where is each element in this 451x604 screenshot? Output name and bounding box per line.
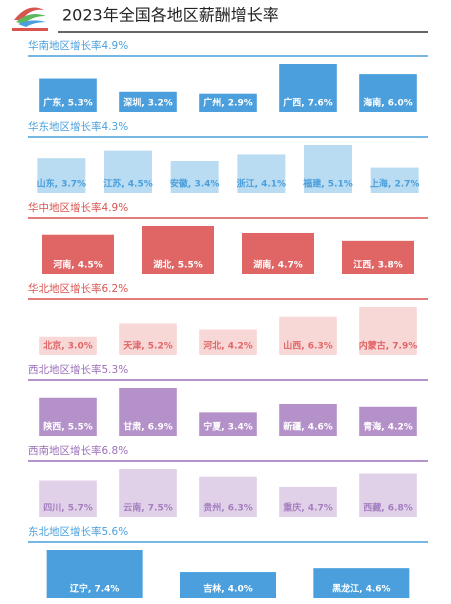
bar-label: 北京, 3.0%	[43, 340, 93, 352]
bar-label: 江苏, 4.5%	[103, 178, 153, 190]
bar	[342, 240, 414, 274]
bar	[142, 226, 214, 274]
bar-label: 福建, 5.1%	[302, 178, 353, 190]
bar	[42, 234, 114, 274]
panel-title: 西南地区增长率6.8%	[28, 444, 128, 457]
bar-label: 山东, 3.7%	[37, 178, 87, 190]
bar-label: 天津, 5.2%	[123, 340, 173, 352]
panel-title: 西北地区增长率5.3%	[28, 363, 128, 376]
bar-label: 甘肃, 6.9%	[123, 421, 173, 433]
bar	[359, 74, 417, 112]
bar	[304, 145, 352, 193]
bar-label: 安徽, 3.4%	[170, 178, 220, 190]
bar-label: 山西, 6.3%	[283, 340, 333, 352]
panel-title: 华中地区增长率4.9%	[28, 201, 128, 214]
bar-label: 贵州, 6.3%	[203, 502, 253, 514]
bar-label: 河北, 4.2%	[203, 340, 253, 352]
bar-label: 湖北, 5.5%	[153, 259, 203, 271]
bar	[46, 550, 143, 598]
bar	[279, 486, 337, 517]
panel-title: 华北地区增长率6.2%	[28, 282, 128, 295]
bar	[37, 158, 86, 193]
bar	[39, 397, 97, 436]
bar-label: 新疆, 4.6%	[283, 421, 333, 433]
bar-label: 广州, 2.9%	[203, 97, 253, 109]
bar-label: 辽宁, 7.4%	[70, 583, 120, 595]
bar-label: 黑龙江, 4.6%	[332, 583, 391, 595]
bar	[359, 406, 417, 436]
bar-label: 宁夏, 3.4%	[203, 421, 253, 433]
bar	[279, 316, 337, 355]
bar-label: 浙江, 4.1%	[237, 178, 287, 190]
bar	[370, 167, 419, 193]
bar-label: 四川, 5.7%	[43, 503, 93, 514]
bar-label: 吉林, 4.0%	[203, 583, 253, 595]
bar	[119, 388, 177, 436]
bar	[180, 572, 276, 598]
bar	[199, 93, 257, 112]
page-title: 2023年全国各地区薪酬增长率	[62, 6, 279, 25]
bar	[119, 91, 177, 112]
bar-label: 重庆, 4.7%	[283, 502, 333, 514]
bar	[199, 329, 257, 355]
bar	[359, 473, 417, 517]
bar-label: 湖南, 4.7%	[253, 259, 303, 271]
bar	[104, 150, 152, 193]
bar-label: 深圳, 3.2%	[123, 97, 173, 109]
panel-title: 华南地区增长率4.9%	[28, 39, 128, 52]
bar	[237, 154, 286, 193]
bar	[170, 161, 219, 193]
bar	[313, 568, 410, 598]
bar-label: 西藏, 6.8%	[363, 502, 413, 514]
bar-label: 云南, 7.5%	[123, 502, 173, 514]
bar	[39, 78, 97, 112]
bar-label: 河南, 4.5%	[53, 259, 103, 271]
bar	[199, 476, 257, 517]
bar-label: 江西, 3.8%	[353, 259, 403, 271]
bar-label: 广东, 5.3%	[43, 97, 93, 109]
bar-label: 上海, 2.7%	[370, 178, 420, 190]
bar	[279, 64, 337, 112]
bar-label: 青海, 4.2%	[363, 421, 413, 433]
bar	[119, 469, 177, 517]
panel-title: 东北地区增长率5.6%	[28, 525, 128, 538]
bar	[279, 404, 337, 436]
bar	[39, 480, 97, 517]
logo	[12, 7, 48, 31]
bar	[359, 307, 417, 355]
bar-label: 内蒙古, 7.9%	[359, 340, 418, 352]
bar-label: 陕西, 5.5%	[43, 421, 93, 433]
bar-label: 广西, 7.6%	[283, 97, 333, 109]
bar-label: 海南, 6.0%	[363, 97, 413, 109]
panel-title: 华东地区增长率4.3%	[28, 120, 128, 133]
bar	[242, 232, 314, 274]
bar	[39, 336, 97, 355]
bar	[199, 412, 257, 436]
bar	[119, 323, 177, 355]
